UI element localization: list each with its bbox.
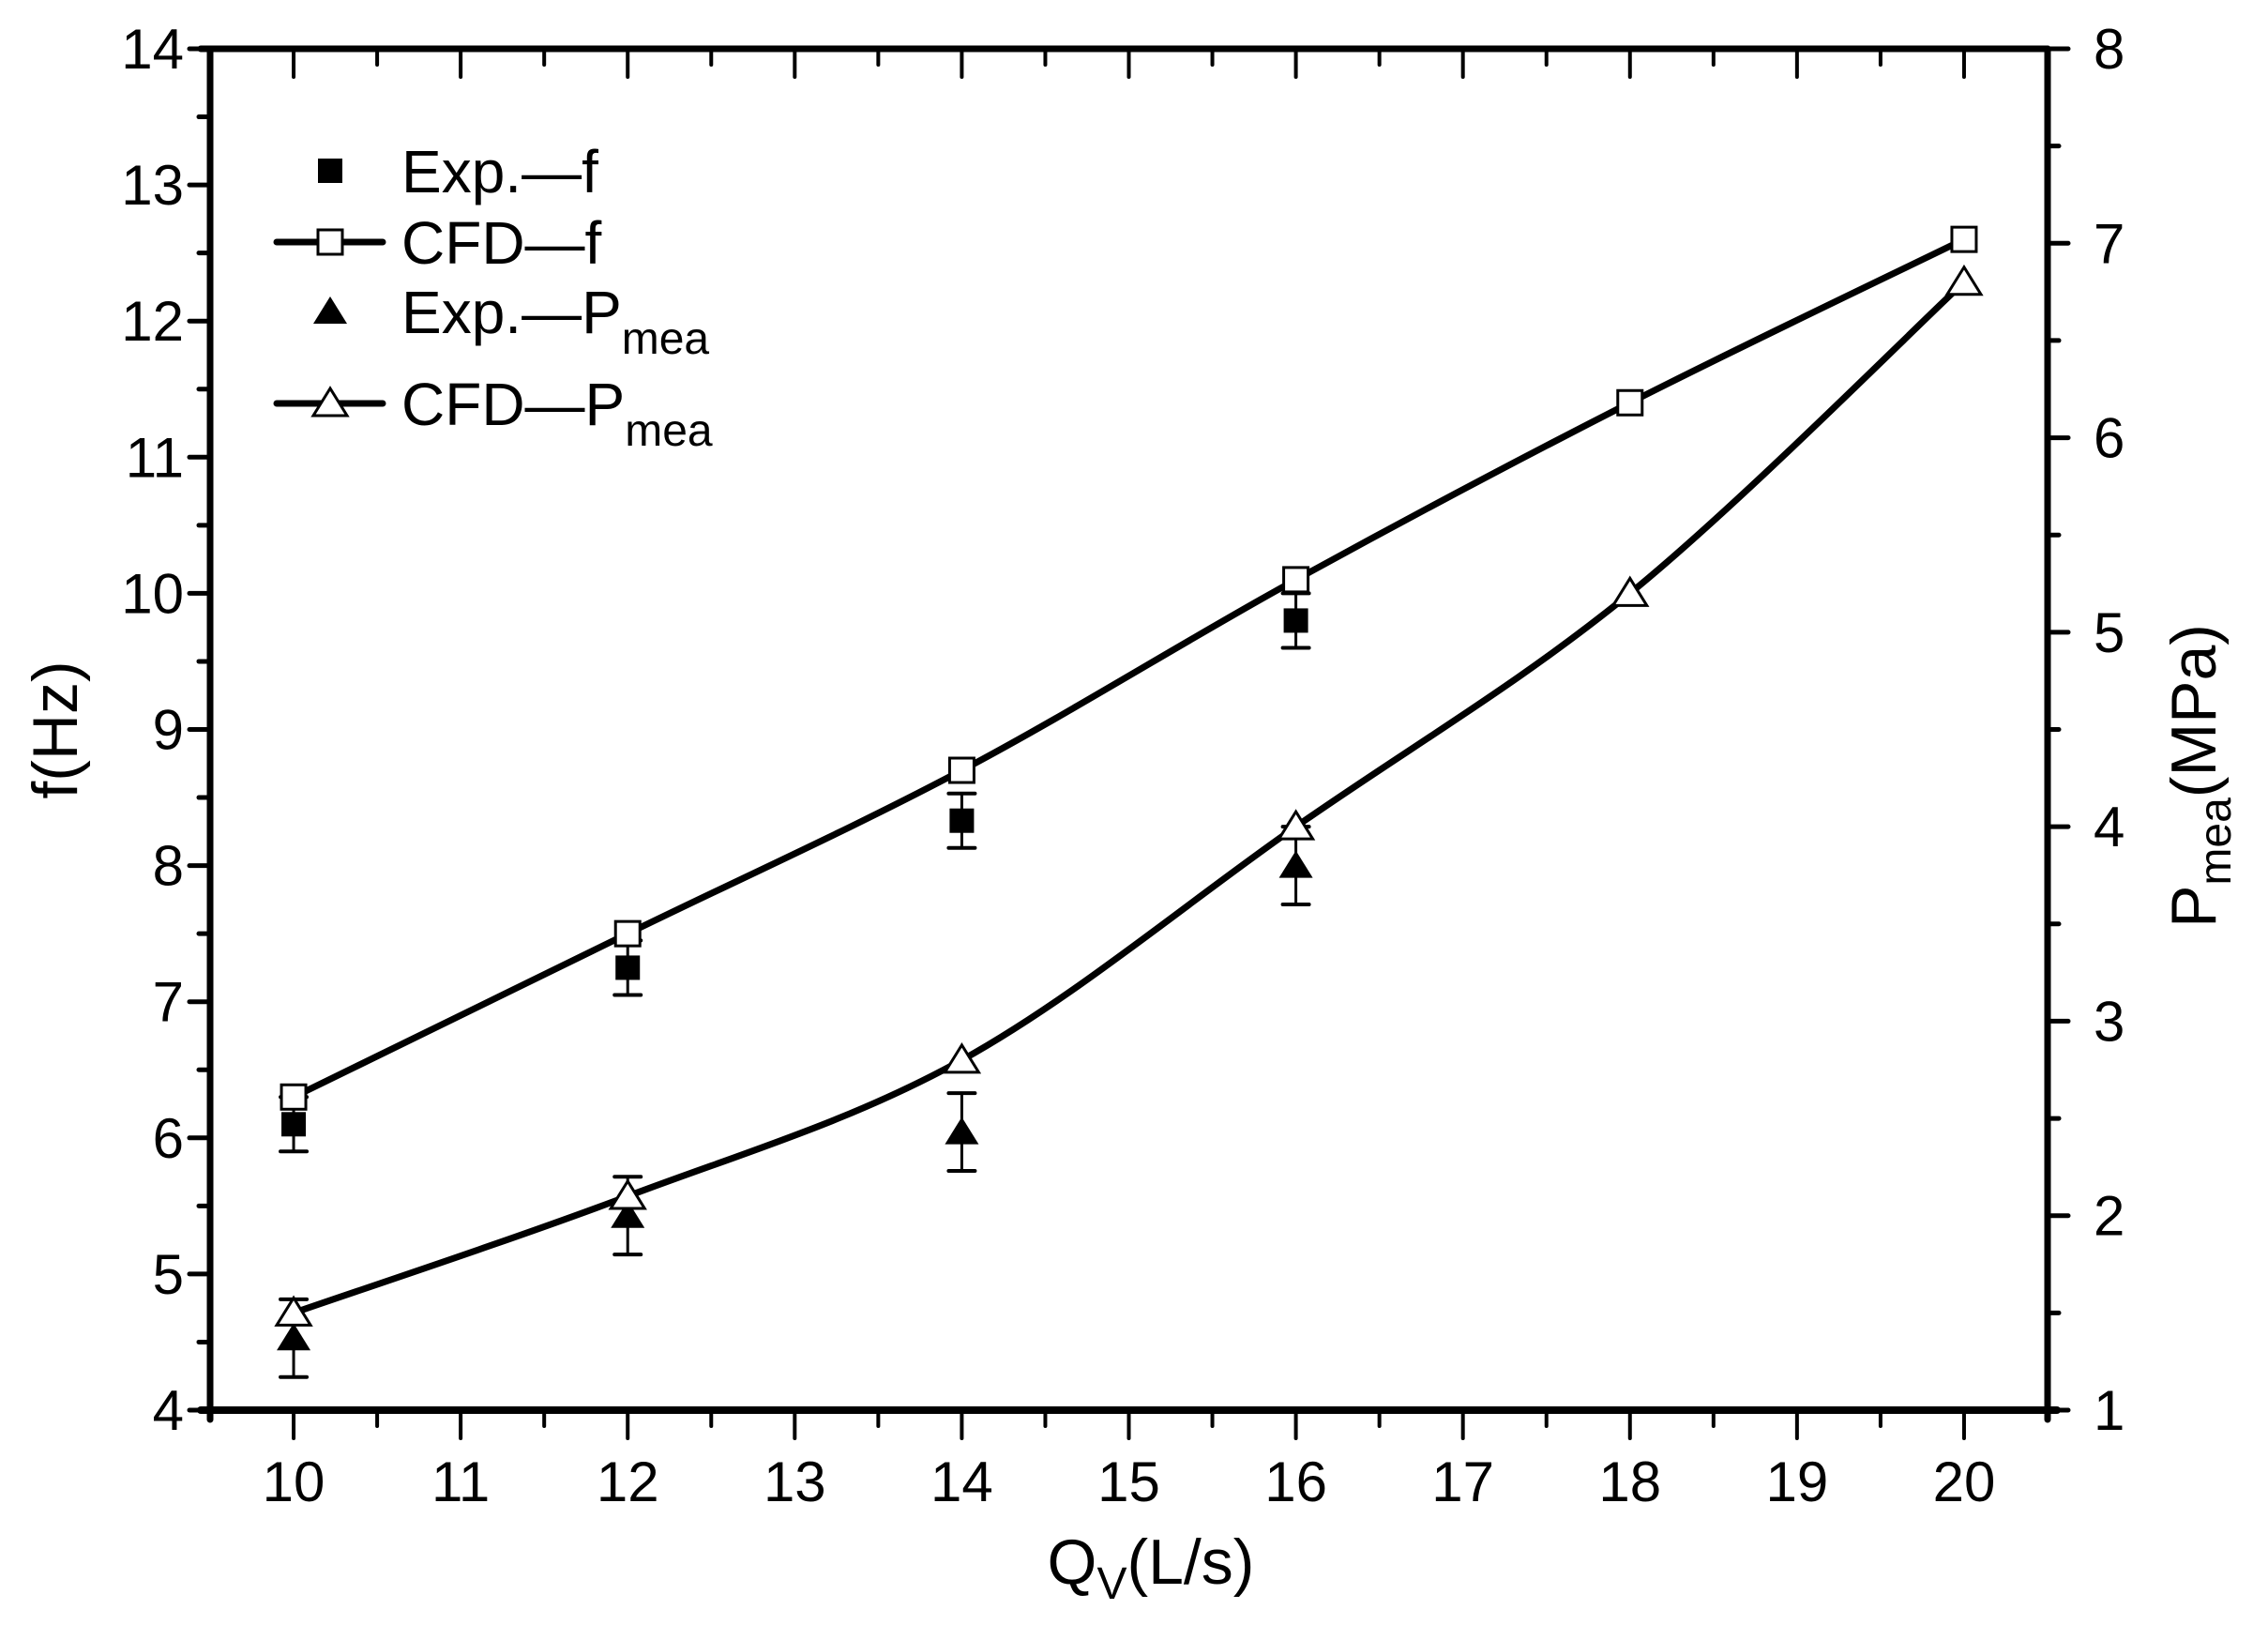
x-tick-label: 16	[1264, 1450, 1327, 1513]
left-y-axis-title: f(Hz)	[20, 661, 91, 798]
open-square-marker	[316, 228, 344, 256]
filled-triangle-marker	[945, 1116, 979, 1145]
right-y-axis-title: Pmea(MPa)	[2158, 624, 2241, 928]
y-tick-label: 10	[121, 562, 184, 625]
open-square-marker	[280, 1083, 308, 1111]
open-square-marker	[1950, 225, 1978, 253]
open-triangle-marker	[608, 1178, 647, 1210]
filled-square-marker	[1283, 608, 1308, 633]
open-triangle-marker	[942, 1042, 982, 1074]
filled-triangle-marker	[1278, 850, 1313, 878]
y-tick-label: 6	[153, 1107, 184, 1170]
y2-tick-label: 8	[2094, 18, 2124, 81]
y-tick-label: 11	[126, 426, 184, 489]
x-tick-label: 18	[1598, 1450, 1661, 1513]
y-tick-label: 4	[153, 1379, 184, 1442]
left-y-axis-ticks: 4 5 6 7 8 9 10 11 12 13 14	[121, 18, 213, 1442]
open-triangle-marker	[1276, 809, 1316, 841]
y-tick-label: 9	[153, 699, 184, 762]
legend-item: Exp.—Pmea	[313, 279, 709, 364]
series-filled-triangle	[277, 825, 1313, 1379]
y2-tick-label: 4	[2094, 796, 2124, 858]
x-tick-label: 20	[1933, 1450, 1996, 1513]
y-tick-label: 7	[153, 971, 184, 1034]
open-triangle-marker	[274, 1295, 313, 1327]
right-y-axis-ticks: 1 2 3 4 5 6 7 8	[2045, 18, 2124, 1442]
y2-tick-label: 7	[2094, 212, 2124, 275]
y2-tick-label: 6	[2094, 407, 2124, 470]
series-open-triangle	[274, 264, 1984, 1327]
x-axis-ticks: 10 11 12 13 14 15 16 17 18 19 20	[263, 47, 1996, 1513]
filled-square-marker	[318, 159, 342, 183]
x-tick-label: 14	[930, 1450, 993, 1513]
filled-triangle-marker	[313, 296, 347, 324]
series-line	[290, 279, 1968, 1316]
open-triangle-marker	[310, 386, 350, 418]
filled-triangle-marker	[611, 1200, 645, 1228]
x-tick-label: 11	[431, 1450, 490, 1513]
legend-item: CFD—f	[273, 209, 602, 277]
y-tick-label: 14	[121, 18, 184, 81]
x-tick-label: 12	[597, 1450, 659, 1513]
series-filled-square	[279, 591, 1311, 1154]
y-tick-label: 13	[121, 154, 184, 217]
y2-tick-label: 5	[2094, 601, 2124, 664]
x-tick-label: 17	[1431, 1450, 1494, 1513]
x-tick-label: 19	[1765, 1450, 1828, 1513]
open-triangle-marker	[1610, 575, 1650, 607]
open-square-marker	[613, 919, 642, 948]
plot-series	[274, 225, 1984, 1379]
y2-tick-label: 2	[2094, 1185, 2124, 1248]
legend-label: CFD—Pmea	[401, 371, 713, 456]
legend-label: Exp.—f	[401, 138, 598, 205]
series-open-square	[280, 225, 1978, 1111]
filled-square-marker	[281, 1112, 307, 1137]
legend-item: CFD—Pmea	[273, 371, 713, 456]
y-tick-label: 5	[153, 1243, 184, 1306]
filled-square-marker	[949, 808, 975, 833]
filled-square-marker	[615, 955, 641, 980]
y-tick-label: 12	[121, 290, 184, 353]
x-axis-title: QV(L/s)	[1048, 1526, 1255, 1609]
x-tick-label: 15	[1097, 1450, 1160, 1513]
x-tick-label: 13	[764, 1450, 826, 1513]
legend-label: Exp.—Pmea	[401, 279, 709, 364]
y2-tick-label: 3	[2094, 990, 2124, 1053]
open-triangle-marker	[1944, 264, 1984, 296]
open-square-marker	[1616, 388, 1644, 417]
filled-triangle-marker	[277, 1323, 311, 1351]
open-square-marker	[1282, 566, 1310, 594]
legend-label: CFD—f	[401, 209, 602, 277]
y2-tick-label: 1	[2094, 1379, 2124, 1442]
y-tick-label: 8	[153, 835, 184, 898]
legend-item: Exp.—f	[318, 138, 598, 205]
series-line	[290, 235, 1968, 1101]
x-tick-label: 10	[263, 1450, 325, 1513]
open-square-marker	[947, 756, 975, 784]
